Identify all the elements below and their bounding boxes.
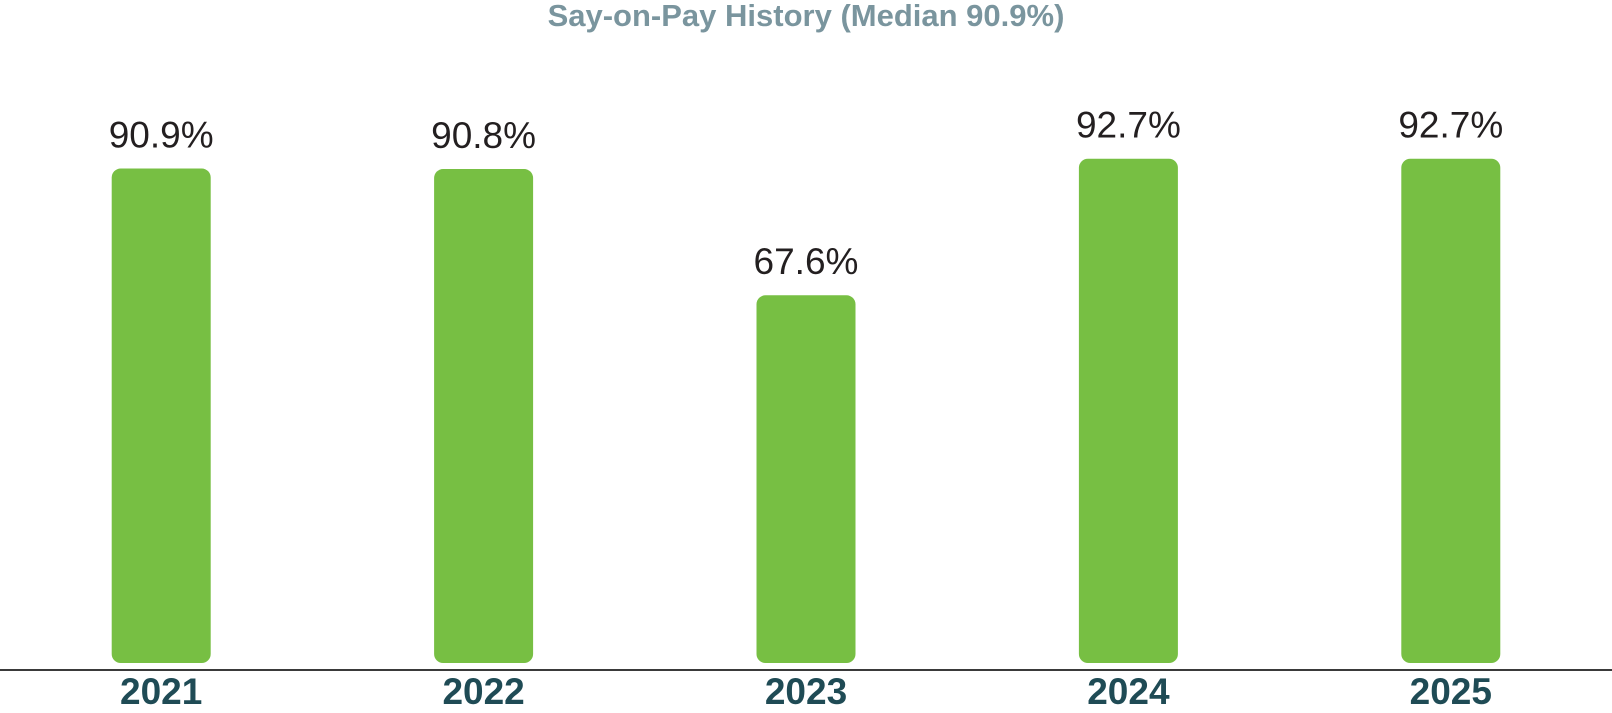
x-tick-label: 2022 xyxy=(442,671,524,712)
x-tick-label: 2024 xyxy=(1087,671,1170,712)
value-label: 67.6% xyxy=(754,241,859,282)
x-tick-label: 2023 xyxy=(765,671,847,712)
bar xyxy=(1401,158,1501,663)
bar xyxy=(1078,158,1178,663)
x-tick-label: 2025 xyxy=(1410,671,1492,712)
value-label: 90.9% xyxy=(109,114,214,155)
value-label: 90.8% xyxy=(431,115,536,156)
bar xyxy=(111,168,211,663)
bar xyxy=(756,295,856,663)
bar xyxy=(434,169,534,663)
x-tick-label: 2021 xyxy=(120,671,202,712)
chart-title: Say-on-Pay History (Median 90.9%) xyxy=(548,0,1065,33)
value-label: 92.7% xyxy=(1398,104,1503,145)
value-label: 92.7% xyxy=(1076,104,1181,145)
